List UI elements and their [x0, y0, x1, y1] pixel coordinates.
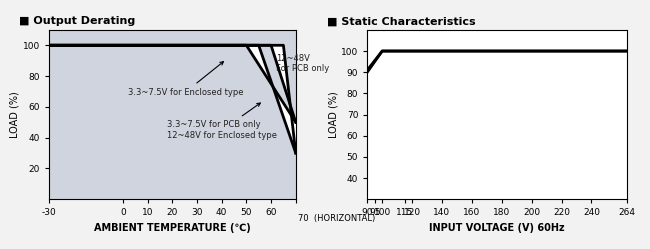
Text: 3.3~7.5V for Enclosed type: 3.3~7.5V for Enclosed type — [128, 62, 243, 97]
X-axis label: AMBIENT TEMPERATURE (℃): AMBIENT TEMPERATURE (℃) — [94, 223, 251, 233]
Text: ■ Static Characteristics: ■ Static Characteristics — [327, 16, 476, 26]
Text: ■ Output Derating: ■ Output Derating — [19, 16, 135, 26]
Y-axis label: LOAD (%): LOAD (%) — [328, 91, 338, 138]
Polygon shape — [246, 45, 296, 153]
Text: 12~48V
For PCB only: 12~48V For PCB only — [276, 54, 330, 73]
Text: 70  (HORIZONTAL): 70 (HORIZONTAL) — [298, 214, 376, 223]
Text: 3.3~7.5V for PCB only
12~48V for Enclosed type: 3.3~7.5V for PCB only 12~48V for Enclose… — [167, 103, 278, 140]
Polygon shape — [271, 45, 296, 153]
Y-axis label: LOAD (%): LOAD (%) — [10, 91, 20, 138]
X-axis label: INPUT VOLTAGE (V) 60Hz: INPUT VOLTAGE (V) 60Hz — [430, 223, 565, 233]
